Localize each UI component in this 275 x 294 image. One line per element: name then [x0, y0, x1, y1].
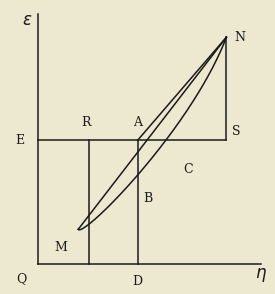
- Text: S: S: [232, 125, 240, 138]
- Text: C: C: [183, 163, 193, 176]
- Text: E: E: [15, 134, 24, 147]
- Text: N: N: [235, 31, 246, 44]
- Text: $\varepsilon$: $\varepsilon$: [22, 11, 32, 29]
- Text: Q: Q: [17, 272, 27, 285]
- Text: $\eta$: $\eta$: [255, 266, 267, 284]
- Text: R: R: [82, 116, 91, 129]
- Text: A: A: [133, 116, 142, 129]
- Text: D: D: [133, 275, 142, 288]
- Text: M: M: [54, 241, 67, 254]
- Text: B: B: [143, 192, 152, 205]
